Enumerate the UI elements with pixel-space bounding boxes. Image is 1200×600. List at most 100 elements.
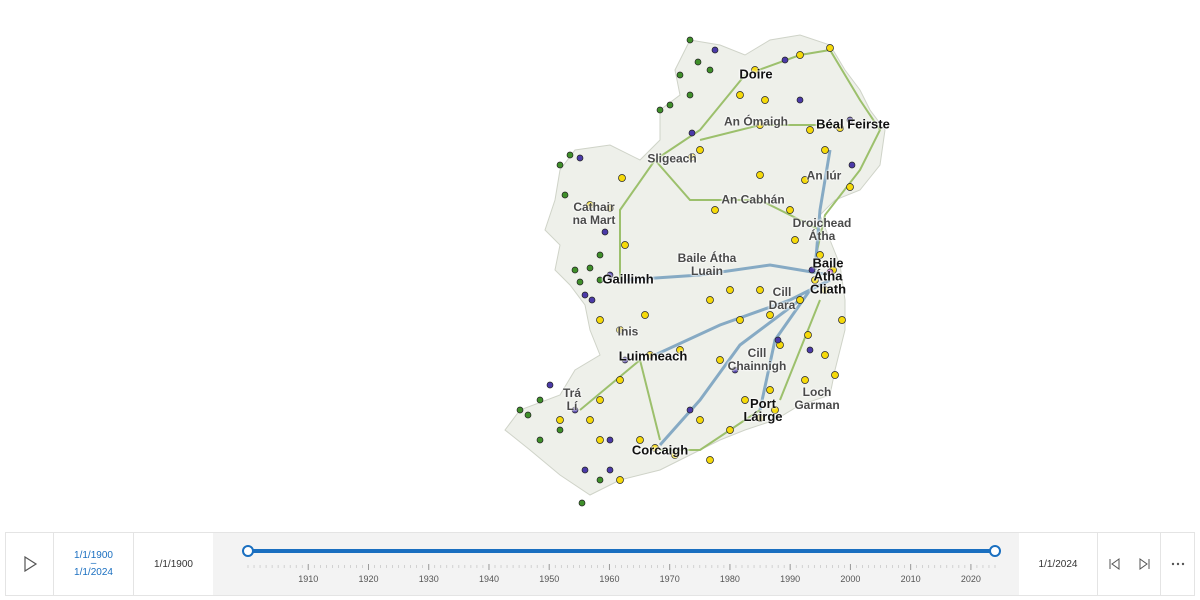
place-label: Inis bbox=[617, 324, 639, 339]
time-extent: 1/1/1900 – 1/1/2024 bbox=[54, 533, 134, 595]
tick-label: 1960 bbox=[599, 574, 619, 584]
map-point bbox=[806, 126, 814, 134]
map-point bbox=[606, 436, 614, 444]
map-point bbox=[741, 396, 749, 404]
map-point bbox=[596, 476, 604, 484]
place-label: Doire bbox=[739, 66, 773, 82]
map-point bbox=[656, 106, 664, 114]
map-point bbox=[516, 406, 524, 414]
map-point bbox=[676, 71, 684, 79]
map-point bbox=[556, 161, 564, 169]
place-label: Droichead Átha bbox=[792, 216, 852, 243]
map-point bbox=[596, 396, 604, 404]
more-button[interactable] bbox=[1161, 533, 1194, 595]
map-point bbox=[751, 66, 759, 74]
map-point bbox=[791, 236, 799, 244]
slider-track[interactable]: 1910 1920 1930 1940 1950 1960 1970 1980 1990 2000… bbox=[213, 533, 1019, 595]
previous-icon bbox=[1109, 558, 1120, 570]
extent-start: 1/1/1900 bbox=[74, 550, 113, 561]
map-point bbox=[811, 276, 819, 284]
place-label: Loch Garman bbox=[794, 385, 840, 412]
map-point bbox=[706, 456, 714, 464]
tick-label: 2010 bbox=[901, 574, 921, 584]
map-point bbox=[711, 206, 719, 214]
tick-label: 1920 bbox=[358, 574, 378, 584]
map-point bbox=[821, 286, 829, 294]
place-label: Cill Dara bbox=[768, 285, 796, 312]
tick-label: 1910 bbox=[298, 574, 318, 584]
map-point bbox=[688, 129, 696, 137]
play-button[interactable] bbox=[6, 533, 54, 595]
next-icon bbox=[1139, 558, 1150, 570]
map-point bbox=[821, 146, 829, 154]
previous-button[interactable] bbox=[1098, 533, 1130, 595]
place-label: Luimneach bbox=[618, 348, 688, 364]
more-icon bbox=[1171, 562, 1184, 566]
place-label: Cill Chainnigh bbox=[727, 346, 787, 373]
roads bbox=[579, 48, 882, 451]
place-label: Gaillimh bbox=[602, 271, 654, 287]
map[interactable]: Doire Béal Feirste An Ómaigh Sligeach An… bbox=[0, 0, 1200, 528]
map-point bbox=[796, 96, 804, 104]
map-point bbox=[606, 271, 614, 279]
map-point bbox=[706, 66, 714, 74]
map-point bbox=[831, 371, 839, 379]
map-point bbox=[578, 499, 586, 507]
map-point bbox=[601, 228, 609, 236]
map-point bbox=[596, 251, 604, 259]
map-point bbox=[606, 466, 614, 474]
land bbox=[504, 34, 886, 496]
place-label: An Iúr bbox=[806, 168, 842, 183]
map-point bbox=[756, 171, 764, 179]
map-point bbox=[806, 346, 814, 354]
map-point bbox=[808, 266, 816, 274]
map-point bbox=[694, 58, 702, 66]
map-point bbox=[586, 264, 594, 272]
map-point bbox=[636, 436, 644, 444]
map-point bbox=[848, 161, 856, 169]
map-point bbox=[671, 451, 679, 459]
tick-label: 2000 bbox=[840, 574, 860, 584]
incident-points bbox=[516, 36, 856, 507]
map-point bbox=[588, 296, 596, 304]
next-button[interactable] bbox=[1130, 533, 1161, 595]
map-point bbox=[616, 376, 624, 384]
place-label: An Cabhán bbox=[721, 192, 785, 207]
map-point bbox=[801, 376, 809, 384]
map-point bbox=[586, 416, 594, 424]
map-point bbox=[686, 406, 694, 414]
slider-canvas: 1910 1920 1930 1940 1950 1960 1970 1980 1990 2000… bbox=[242, 545, 1001, 584]
map-point bbox=[716, 356, 724, 364]
map-point bbox=[596, 276, 604, 284]
map-point bbox=[804, 331, 812, 339]
map-point bbox=[796, 51, 804, 59]
map-point bbox=[686, 36, 694, 44]
map-point bbox=[736, 91, 744, 99]
map-point bbox=[546, 381, 554, 389]
map-point bbox=[696, 146, 704, 154]
map-point bbox=[826, 268, 834, 276]
map-point bbox=[566, 151, 574, 159]
place-label: Port Láirge bbox=[743, 396, 783, 424]
map-point bbox=[596, 436, 604, 444]
map-point bbox=[821, 351, 829, 359]
time-slider: 1/1/1900 – 1/1/2024 1/1/1900 1910 1920 193… bbox=[5, 532, 1195, 596]
map-point bbox=[606, 204, 614, 212]
map-point bbox=[836, 124, 844, 132]
map-point bbox=[646, 351, 654, 359]
map-point bbox=[536, 396, 544, 404]
slider-thumb[interactable] bbox=[242, 545, 254, 557]
map-point bbox=[786, 206, 794, 214]
map-point bbox=[596, 316, 604, 324]
slider-thumb[interactable] bbox=[989, 545, 1001, 557]
map-point bbox=[556, 426, 564, 434]
map-point bbox=[731, 366, 739, 374]
map-point bbox=[761, 96, 769, 104]
map-point bbox=[641, 311, 649, 319]
map-point bbox=[816, 251, 824, 259]
place-label: Sligeach bbox=[647, 151, 697, 166]
place-label: Béal Feirste bbox=[816, 116, 890, 132]
map-point bbox=[576, 154, 584, 162]
map-point bbox=[838, 316, 846, 324]
map-point bbox=[736, 316, 744, 324]
